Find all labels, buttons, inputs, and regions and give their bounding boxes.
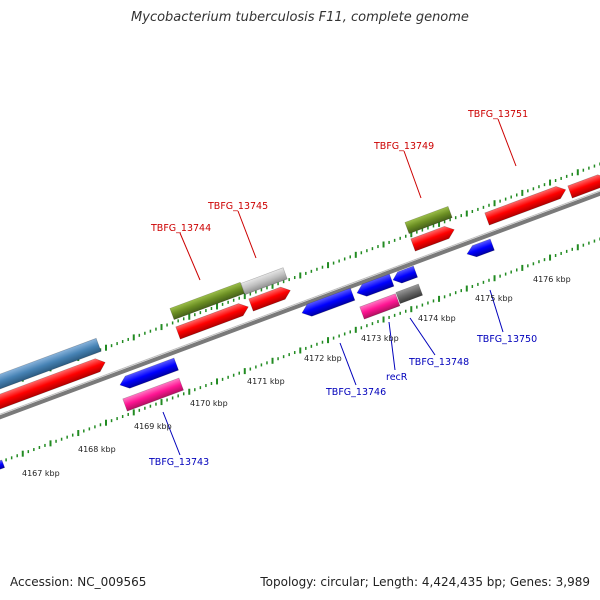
gene-darkgrey-tbfg-13748-shape [395,283,423,305]
leader-tbfg-13744 [179,232,201,281]
gene-red-right-edge[interactable] [567,172,600,199]
gene-blue-bottom-edge[interactable] [0,459,6,472]
gene-red-tbfg-13749-shape [410,226,455,252]
label-leader-lines [162,118,517,456]
gene-blue-recr[interactable] [355,273,395,299]
leader-tbfg-13751 [497,118,517,167]
gene-blue-tbfg-13748-shape [392,265,418,284]
gene-blue-tbfg-13750[interactable] [465,238,495,260]
gene-blue-recr-shape [356,273,395,297]
gene-red-tbfg-13744-shape [175,303,249,340]
gene-red-tbfg-13745[interactable] [248,284,293,312]
gene-red-tbfg-13751[interactable] [484,184,568,226]
gene-label-tbfg-13744[interactable]: TBFG_13744 [150,223,211,234]
leader-tbfg-13749 [403,150,422,199]
gene-blue-tbfg-13746[interactable] [300,287,356,319]
ruler-label-4175: 4175 kbp [475,294,513,303]
ruler-label-4172: 4172 kbp [304,354,342,363]
ruler-label-4176: 4176 kbp [533,275,571,284]
gene-darkgrey-tbfg-13748[interactable] [395,283,423,305]
gene-label-tbfg-13746[interactable]: TBFG_13746 [325,387,386,398]
genome-summary-text: Topology: circular; Length: 4,424,435 bp… [260,575,590,589]
gene-blue-tbfg-13748[interactable] [391,265,418,286]
gene-red-right-edge-shape [567,174,600,199]
accession-text: Accession: NC_009565 [10,575,147,589]
gene-label-tbfg-13749[interactable]: TBFG_13749 [373,141,434,152]
map-title: Mycobacterium tuberculosis F11, complete… [131,10,469,25]
gene-green-tbfg-13749[interactable] [404,205,453,235]
gene-blue-tbfg-13746-shape [301,287,356,317]
gene-pink-tbfg-13743[interactable] [122,377,184,412]
gene-red-tbfg-13745-shape [248,286,291,312]
gene-label-tbfg-13743[interactable]: TBFG_13743 [148,457,209,468]
ruler-label-4169: 4169 kbp [134,422,172,431]
gene-red-tbfg-13744[interactable] [175,301,251,340]
leader-recr [388,321,396,371]
gene-blue-tbfg-13743-shape [119,357,179,389]
gene-steelblue-left-shape [0,337,102,393]
ruler-label-4168: 4168 kbp [78,445,116,454]
ruler-label-4170: 4170 kbp [190,399,228,408]
ruler-label-4174: 4174 kbp [418,314,456,323]
gene-green-tbfg-13744[interactable] [169,281,245,321]
gene-pink-tbfg-13743-shape [122,377,184,412]
gene-blue-bottom-edge-shape [0,459,6,471]
gene-red-left[interactable] [0,356,108,413]
leader-tbfg-13746 [339,342,357,386]
gene-blue-tbfg-13750-shape [466,238,495,258]
leader-tbfg-13750 [489,289,504,333]
ruler-label-4173: 4173 kbp [361,334,399,343]
leader-tbfg-13748 [409,317,436,356]
gene-steelblue-left[interactable] [0,337,102,393]
leader-tbfg-13745 [237,210,257,259]
gene-label-recr[interactable]: recR [386,372,408,383]
gene-red-left-shape [0,358,106,413]
genome-backbone-highlight [0,190,600,415]
gene-red-tbfg-13751-shape [484,186,567,226]
gene-label-tbfg-13745[interactable]: TBFG_13745 [207,201,268,212]
ruler-label-4171: 4171 kbp [247,377,285,386]
gene-label-tbfg-13751[interactable]: TBFG_13751 [467,109,528,120]
outer-ruler-ticks [0,162,600,389]
gene-pink-recr-shape [359,293,401,320]
gene-green-tbfg-13749-shape [404,205,453,235]
gene-green-tbfg-13744-shape [169,281,245,321]
inner-ruler-ticks [0,237,600,464]
genome-backbone [0,191,600,420]
gene-red-tbfg-13749[interactable] [410,224,457,252]
gene-label-tbfg-13750[interactable]: TBFG_13750 [476,334,537,345]
gene-blue-tbfg-13743[interactable] [118,357,179,391]
gene-grey-tbfg-13745-shape [240,267,288,296]
gene-pink-recr[interactable] [359,293,401,320]
gene-grey-tbfg-13745[interactable] [240,267,288,296]
ruler-label-4167: 4167 kbp [22,469,60,478]
leader-tbfg-13743 [162,411,181,456]
gene-label-tbfg-13748[interactable]: TBFG_13748 [408,357,469,368]
